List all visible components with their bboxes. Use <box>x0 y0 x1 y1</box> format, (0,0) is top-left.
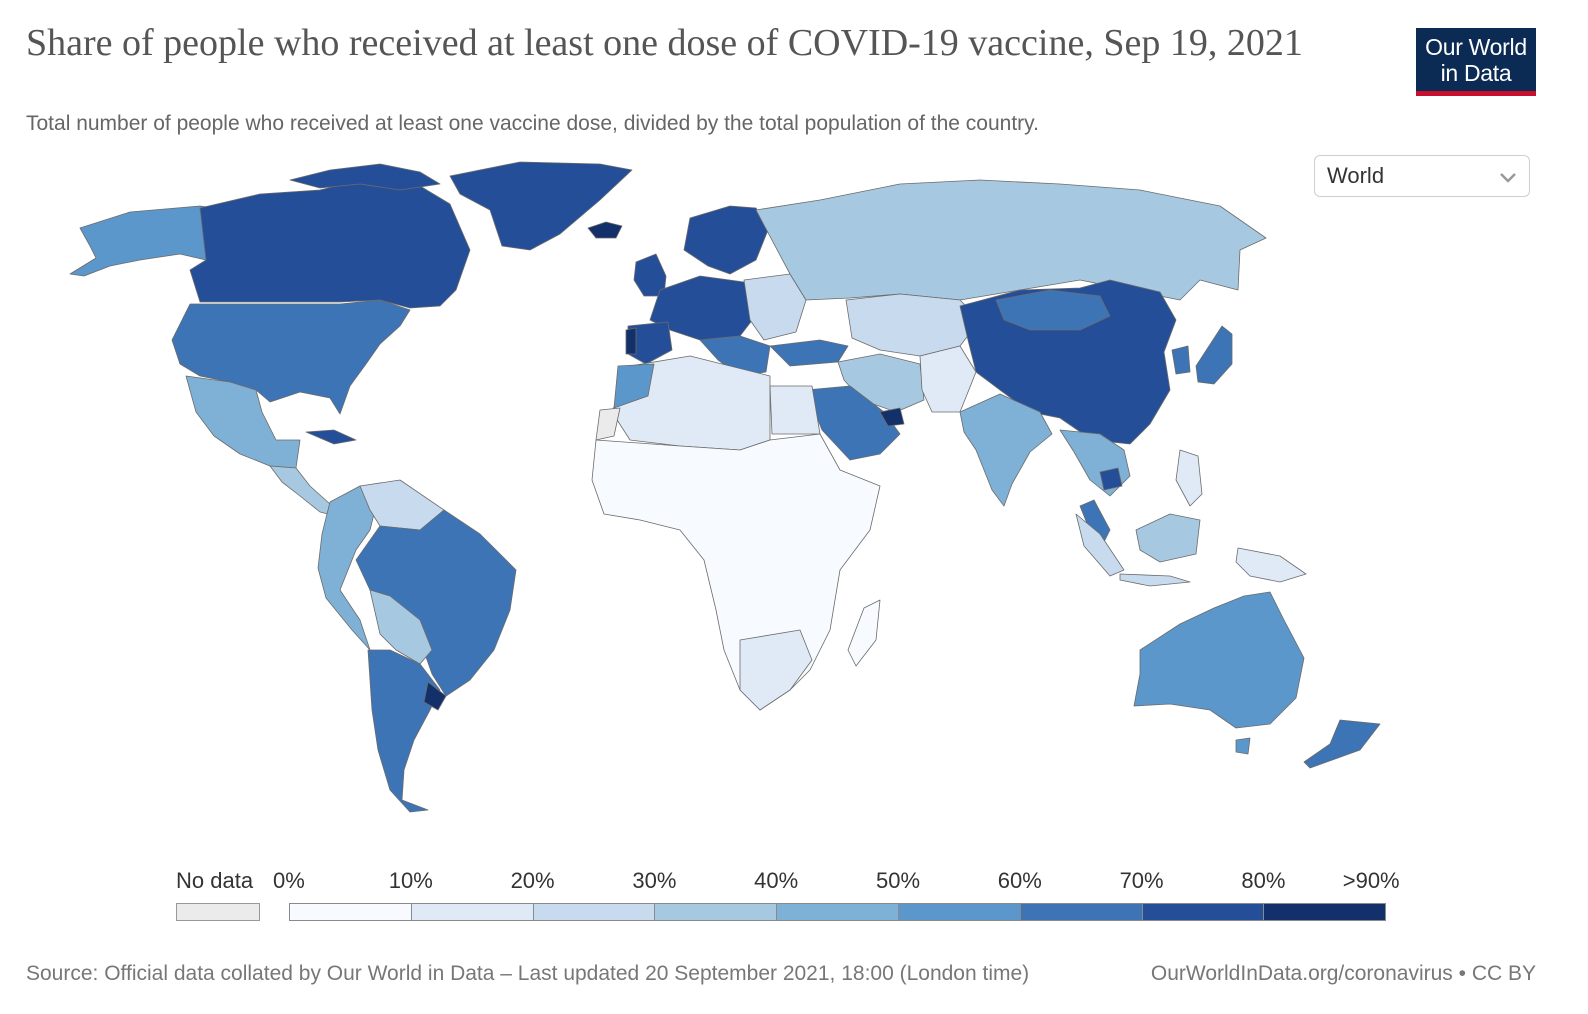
country-turkey[interactable] <box>769 339 849 367</box>
country-new-zealand[interactable] <box>1303 719 1381 769</box>
country-canada[interactable] <box>189 179 471 309</box>
country-uruguay[interactable] <box>423 681 447 711</box>
country-russia[interactable] <box>755 179 1267 301</box>
legend-bin[interactable] <box>898 903 1021 921</box>
island-new-guinea[interactable] <box>1235 547 1307 583</box>
color-legend: No data 0% 10% 20% 30% 40% 50% 60% 70% 80% >90% <box>0 860 1588 930</box>
island-madagascar[interactable] <box>847 599 881 667</box>
region-italy-balkans[interactable] <box>699 335 771 377</box>
country-saudi-arabia[interactable] <box>805 385 901 461</box>
country-australia[interactable] <box>1133 591 1305 729</box>
country-india[interactable] <box>959 393 1053 507</box>
world-map[interactable] <box>0 150 1588 830</box>
country-egypt[interactable] <box>769 385 821 435</box>
logo-line-1: Our World <box>1425 34 1527 60</box>
country-iceland[interactable] <box>587 221 623 239</box>
region-bolivia-paraguay[interactable] <box>369 589 433 665</box>
island-tasmania[interactable] <box>1235 737 1251 755</box>
legend-tick-label: 60% <box>997 868 1042 893</box>
country-canada-islands[interactable] <box>289 163 441 191</box>
country-south-korea[interactable] <box>1171 345 1191 375</box>
legend-tick-label: 70% <box>1119 868 1164 893</box>
source-note: Source: Official data collated by Our Wo… <box>26 962 1030 985</box>
license-link[interactable]: OurWorldInData.org/coronavirus • CC BY <box>1150 962 1536 985</box>
region-sumatra-java[interactable] <box>1075 513 1191 587</box>
owid-logo[interactable]: Our World in Data <box>1416 28 1536 96</box>
region-select-value: World <box>1327 163 1385 188</box>
region-southern-africa[interactable] <box>739 629 813 711</box>
country-portugal[interactable] <box>625 327 637 355</box>
country-uae[interactable] <box>879 407 905 427</box>
logo-line-2: in Data <box>1440 60 1512 86</box>
legend-bin[interactable] <box>532 903 656 921</box>
country-japan[interactable] <box>1195 325 1233 385</box>
country-cuba[interactable] <box>305 429 357 445</box>
chevron-down-icon <box>1500 173 1516 183</box>
no-data-label: No data <box>176 868 254 893</box>
chart-title: Share of people who received at least on… <box>26 22 1303 64</box>
country-greenland[interactable] <box>449 161 633 251</box>
region-iran[interactable] <box>837 353 925 413</box>
legend-bin[interactable] <box>776 903 899 921</box>
legend-bin[interactable] <box>1019 903 1143 921</box>
legend-tick-label: 30% <box>632 868 677 893</box>
legend-tick-label: 0% <box>273 868 305 893</box>
legend-tick-label: 20% <box>510 868 555 893</box>
legend-tick-label: 10% <box>388 868 433 893</box>
legend-bin[interactable] <box>410 903 534 921</box>
legend-bin[interactable] <box>289 903 412 921</box>
legend-bin[interactable] <box>1141 903 1265 921</box>
island-borneo[interactable] <box>1135 513 1201 563</box>
country-cambodia[interactable] <box>1099 467 1123 491</box>
region-southern-cone[interactable] <box>367 649 441 813</box>
country-usa[interactable] <box>171 299 411 415</box>
legend-bin[interactable] <box>1263 903 1387 921</box>
chart-subtitle: Total number of people who received at l… <box>26 112 1039 135</box>
region-sub-saharan-africa[interactable] <box>591 433 881 711</box>
region-afghanistan-pakistan[interactable] <box>919 345 977 413</box>
country-mexico[interactable] <box>185 375 301 469</box>
no-data-swatch[interactable] <box>176 903 260 921</box>
legend-tick-label: >90% <box>1342 868 1400 893</box>
legend-tick-label: 50% <box>875 868 921 893</box>
legend-bin[interactable] <box>654 903 778 921</box>
region-western-sahara[interactable] <box>595 407 621 441</box>
country-mongolia[interactable] <box>995 289 1111 331</box>
country-alaska[interactable] <box>69 205 231 277</box>
region-select[interactable]: World <box>1314 155 1530 197</box>
country-morocco[interactable] <box>613 363 655 409</box>
country-philippines[interactable] <box>1175 449 1203 507</box>
legend-tick-label: 40% <box>754 868 799 893</box>
region-scandinavia[interactable] <box>683 205 769 275</box>
legend-tick-label: 80% <box>1241 868 1286 893</box>
region-central-america[interactable] <box>269 465 337 517</box>
